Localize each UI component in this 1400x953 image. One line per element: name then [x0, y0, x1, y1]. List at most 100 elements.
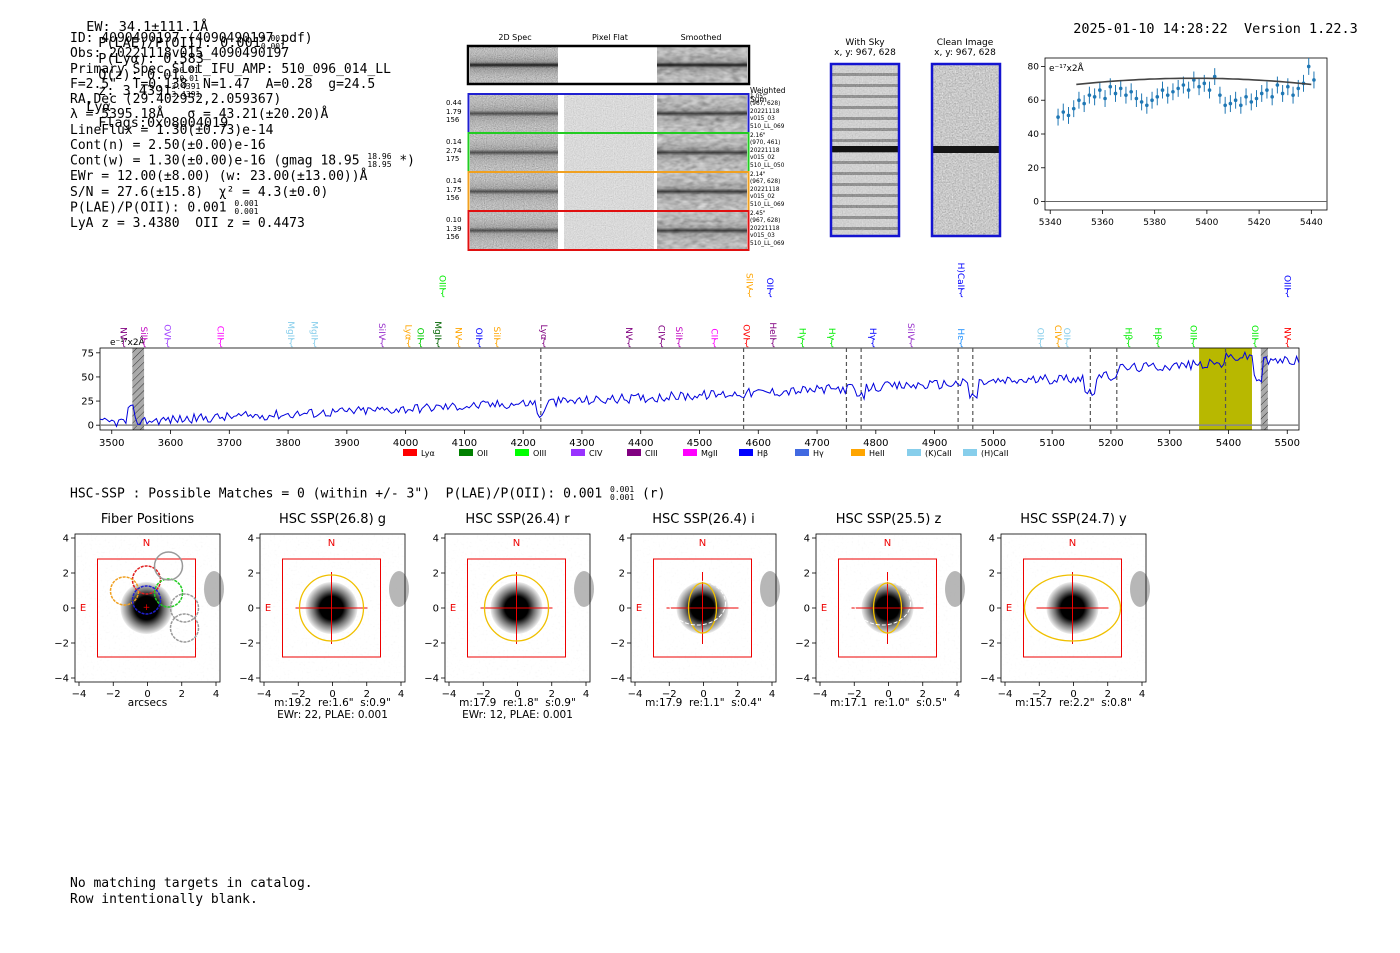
zoom-point — [1239, 103, 1243, 108]
spectrum-line-label: NV{ — [453, 327, 463, 349]
hsc-ytick-label: −4 — [980, 674, 995, 685]
spectrum-line-name: MgII — [432, 321, 442, 340]
with-sky-xy: x, y: 967, 628 — [834, 48, 896, 58]
hsc-east-label: E — [636, 603, 642, 614]
legend-swatch — [683, 449, 697, 456]
spectrum-line-name: OVI — [162, 324, 172, 340]
fiber-circle — [169, 613, 200, 643]
hsc-caption-line1: m:17.9 re:1.8" s:0.9" — [459, 697, 576, 709]
spectrum-line-label: OII{ — [414, 328, 424, 349]
cutout-row-left-value: 0.14 — [446, 138, 462, 146]
cutout-row-left: 0.44 1.79 156 — [446, 99, 468, 125]
hsc-ytick-label: −4 — [424, 674, 439, 685]
spectrum-line-label: NV{ — [1281, 327, 1291, 349]
cutout-2d-trace — [470, 134, 558, 171]
zoom-point — [1181, 83, 1186, 87]
hsc-xtick-label: −4 — [442, 689, 457, 700]
hsc-east-label: E — [450, 603, 456, 614]
hsc-ytick-label: −2 — [980, 639, 995, 650]
hsc-fit-ellipse-alt — [669, 580, 726, 626]
zoom-point — [1160, 88, 1165, 92]
hsc-ytick-label: 0 — [989, 604, 995, 615]
hsc-neighbor-source — [389, 571, 409, 607]
header-plae: P(LAE)/P(OII): 0.001 — [98, 35, 261, 51]
zoom-point — [1218, 93, 1222, 97]
spectrum-line-label: OIII{ — [437, 275, 447, 299]
zoom-point — [1265, 88, 1269, 92]
cutout-svg — [466, 44, 751, 251]
zoom-fit-curve — [1076, 77, 1312, 86]
hsc-xtick-label: 4 — [954, 689, 960, 700]
spectrum-ytick-label: 0 — [88, 421, 94, 432]
legend-label: (H)CaII — [981, 449, 1008, 458]
spectrum-line-label: OIII{ — [1187, 325, 1197, 349]
hsc-ytick-label: 2 — [804, 569, 810, 580]
zoom-chart-frame — [1044, 57, 1328, 211]
hsc-fit-ellipse — [872, 582, 903, 634]
header-line: Lyα — [86, 99, 111, 115]
zoom-point — [1296, 86, 1301, 91]
spectrum-line-bracket: { — [141, 339, 147, 349]
spectrum-line-bracket: { — [1155, 339, 1161, 349]
hsc-panel: HSC SSP(26.8) g N E −4 4 −2 2 0 0 2 −2 4 −4 m:19.2 re… — [230, 512, 435, 722]
info-contn: Cont(n) = 2.50(±0.00)e-16 — [70, 138, 266, 154]
legend-swatch — [851, 449, 865, 456]
hsc-panel-image: N E −4 4 −2 2 0 0 2 −2 4 −4 — [980, 534, 1150, 700]
hsc-ytick-label: 0 — [63, 604, 69, 615]
hsc-fit-ellipse — [1023, 574, 1122, 642]
hsc-panel-caption: m:17.1 re:1.0" s:0.5" — [786, 697, 991, 709]
cutout-row-right-value: 20221118 — [750, 108, 780, 115]
spectrum-line-label: OVI{ — [162, 324, 172, 349]
zoom-point — [1197, 84, 1201, 89]
hsc-panel-title: HSC SSP(26.8) g — [278, 512, 387, 527]
legend-label: OII — [477, 449, 488, 458]
zoom-point — [1312, 78, 1316, 82]
hsc-north-label: N — [513, 538, 520, 549]
spectrum-line-name: CIII — [215, 326, 225, 340]
spectrum-line-bracket: { — [747, 289, 753, 299]
spectrum-line-name: Hγ — [867, 328, 877, 341]
hsc-ytick-label: 2 — [63, 569, 69, 580]
fiber-circle — [153, 551, 184, 581]
spectrum-line-bracket: { — [218, 339, 224, 349]
spectrum-line-label: CIV{ — [1052, 325, 1062, 349]
spectrum-line-bracket: { — [440, 289, 446, 299]
spectrum-line-bracket: { — [908, 339, 914, 349]
cutout-row-right: 2.45" (967, 628) 20221118 v015_03 510_LL_069 — [750, 211, 790, 248]
cutout-header-flat: Pixel Flat — [592, 33, 628, 42]
info-plae-row: P(LAE)/P(OII): 0.001 0.001 0.001 — [70, 199, 415, 216]
hsc-xtick-label: −4 — [72, 689, 87, 700]
hsc-ytick-label: −4 — [795, 674, 810, 685]
zoom-point — [1306, 64, 1311, 69]
header-right: 2025-01-10 14:28:22 Version 1.22.3 — [1057, 5, 1358, 37]
cutout-row-left-value: 2.74 — [446, 146, 462, 155]
hsc-panel-title: HSC SSP(26.4) r — [465, 512, 570, 527]
spectrum-ytick-label: 50 — [81, 372, 94, 383]
cutout-row-right-value: 2.14" — [750, 172, 766, 178]
hsc-xtick-label: 2 — [920, 689, 926, 700]
cutout-row-right-value: (967, 628) — [750, 179, 781, 186]
spectrum-line-label: NV{ — [118, 327, 128, 349]
cutout-row-left-value: 0.44 — [446, 99, 462, 107]
cutout-row-left: 0.14 1.75 156 — [446, 177, 468, 203]
spectrum-xtick-label: 5200 — [1098, 438, 1123, 449]
spectrum-line-bracket: { — [406, 339, 412, 349]
hsc-panel-title: HSC SSP(24.7) y — [1020, 512, 1127, 527]
zoom-point — [1286, 84, 1290, 89]
spectrum-line-bracket: { — [1126, 339, 1132, 349]
zoom-point — [1165, 93, 1170, 97]
hsc-panel-caption: m:15.7 re:2.2" s:0.8" — [971, 697, 1176, 709]
spectrum-xtick-label: 4600 — [746, 438, 771, 449]
cutout-row-left-value: 156 — [446, 116, 460, 124]
hsc-east-label: E — [1006, 603, 1012, 614]
cutout-flat — [564, 212, 654, 249]
zoom-point — [1124, 93, 1128, 97]
zoom-point — [1275, 83, 1280, 87]
cutout-flat — [564, 134, 654, 171]
cutout-row-right-value: 20221118 — [750, 147, 780, 154]
legend-label: CIII — [645, 449, 658, 458]
spectrum-ytick-label: 25 — [81, 397, 94, 408]
info-fparams: F=2.5" T=0.138 N=1.47 A=0.28 g=24.5 — [70, 76, 376, 92]
spectrum-line-label: Hγ{ — [867, 328, 877, 349]
spectrum-line-name: Hγ — [826, 328, 836, 341]
